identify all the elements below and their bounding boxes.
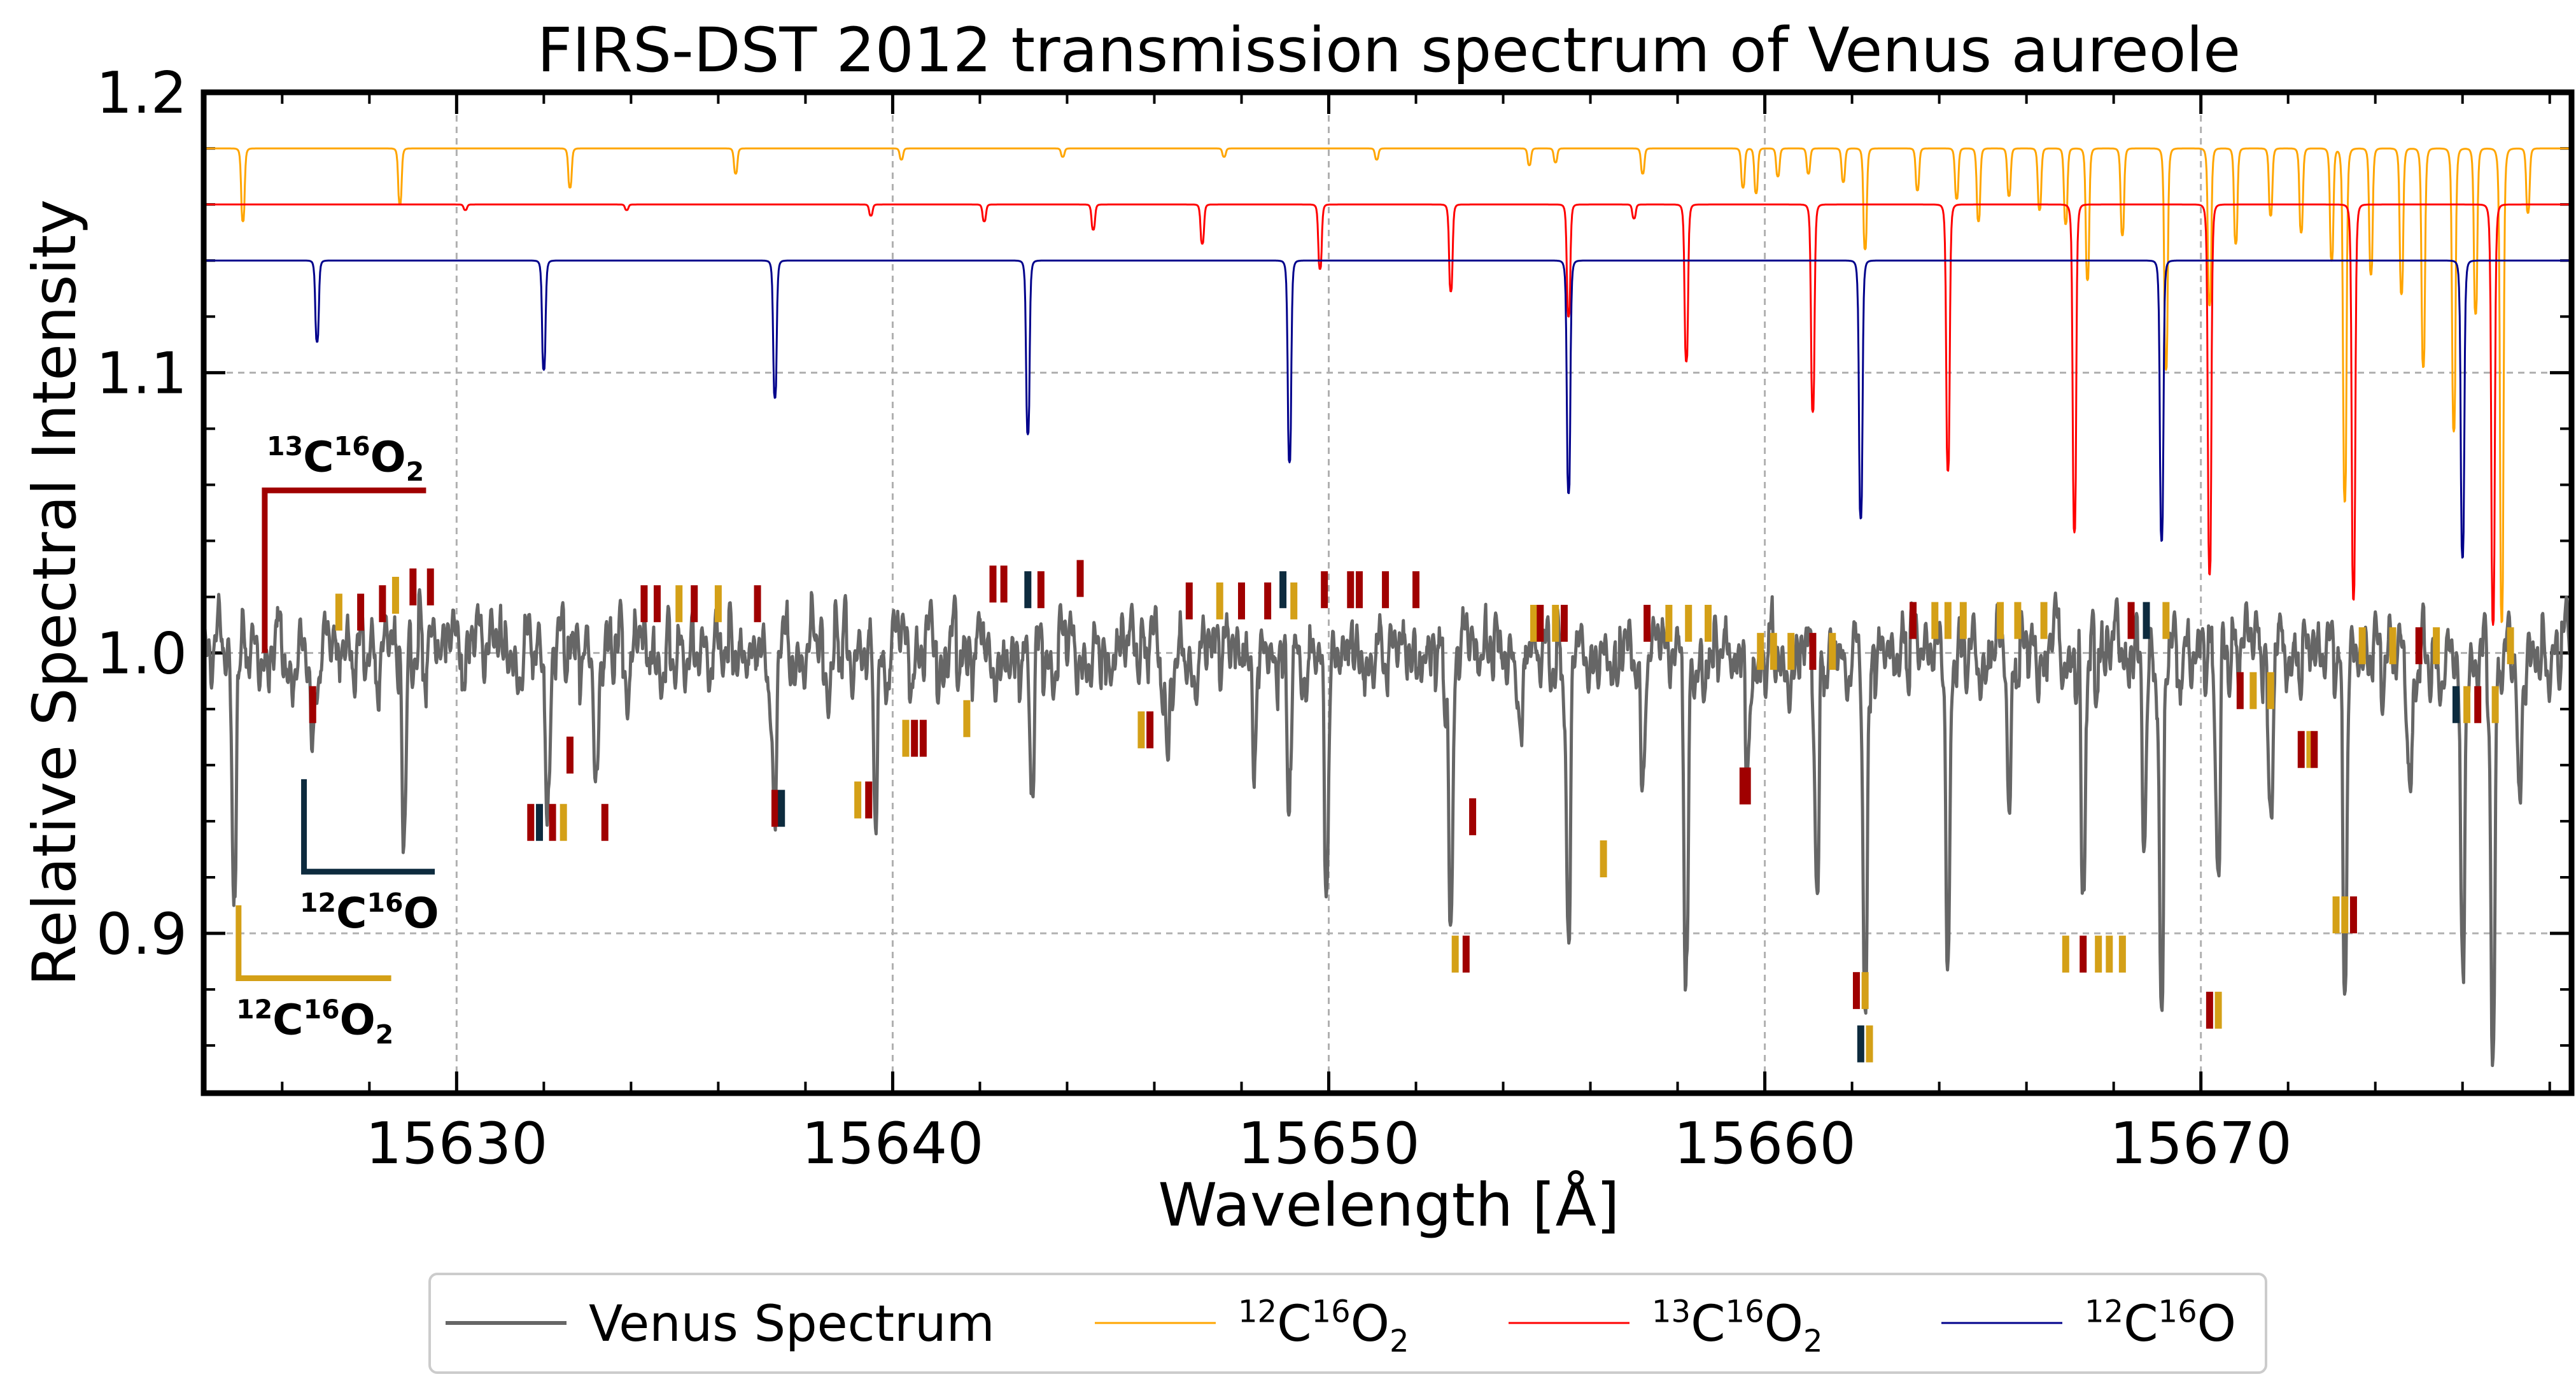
y-tick-label: 1.0 (96, 621, 187, 688)
x-tick-label: 15640 (801, 1110, 983, 1177)
x-tick-label: 15670 (2110, 1110, 2292, 1177)
x-tick-label: 15630 (365, 1110, 547, 1177)
legend-label-venus: Venus Spectrum (589, 1296, 995, 1353)
annotation-bracket-co2_13 (262, 487, 426, 653)
line-marker-group (309, 560, 2514, 1063)
y-tick-label: 0.9 (96, 901, 187, 968)
series-line-co2_13 (204, 203, 2572, 626)
x-tick-labels: 15630 15640 15650 15660 15670 (365, 1110, 2292, 1177)
annotation-label-co2_12: 12C16O2 (236, 994, 393, 1050)
legend-label-co_12: 12C16O (2085, 1294, 2236, 1353)
annotation-bracket-co_12 (301, 779, 435, 875)
y-tick-label: 1.2 (96, 60, 187, 127)
series-line-venus (204, 588, 2572, 1068)
x-tick-label: 15650 (1237, 1110, 1419, 1177)
y-tick-labels: 0.9 1.0 1.1 1.2 (96, 60, 187, 968)
annotation-label-co_12: 12C16O (300, 887, 439, 938)
series-line-co2_12 (204, 147, 2572, 623)
x-axis-title: Wavelength [Å] (1158, 1170, 1619, 1240)
y-axis-title: Relative Spectral Intensity (20, 199, 90, 986)
annotation-bracket-co2_12 (236, 905, 391, 981)
legend-box (428, 1273, 2267, 1374)
series-group (204, 147, 2572, 1068)
chart-title: FIRS-DST 2012 transmission spectrum of V… (537, 15, 2241, 86)
legend-label-co2_12: 12C16O2 (1238, 1294, 1409, 1359)
plot-frame (201, 89, 2575, 1096)
legend: Venus Spectrum 12C16O2 13C16O2 12C16O (428, 1273, 2267, 1374)
series-line-co_12 (204, 259, 2572, 559)
x-tick-label: 15660 (1673, 1110, 1855, 1177)
legend-label-co2_13: 13C16O2 (1652, 1294, 1823, 1359)
annotation-group: 13C16O2 12C16O 12C16O2 (236, 431, 439, 1050)
legend-entries: Venus Spectrum 12C16O2 13C16O2 12C16O (446, 1294, 2236, 1359)
annotation-label-co2_13: 13C16O2 (267, 431, 424, 487)
y-tick-label: 1.1 (96, 340, 187, 407)
